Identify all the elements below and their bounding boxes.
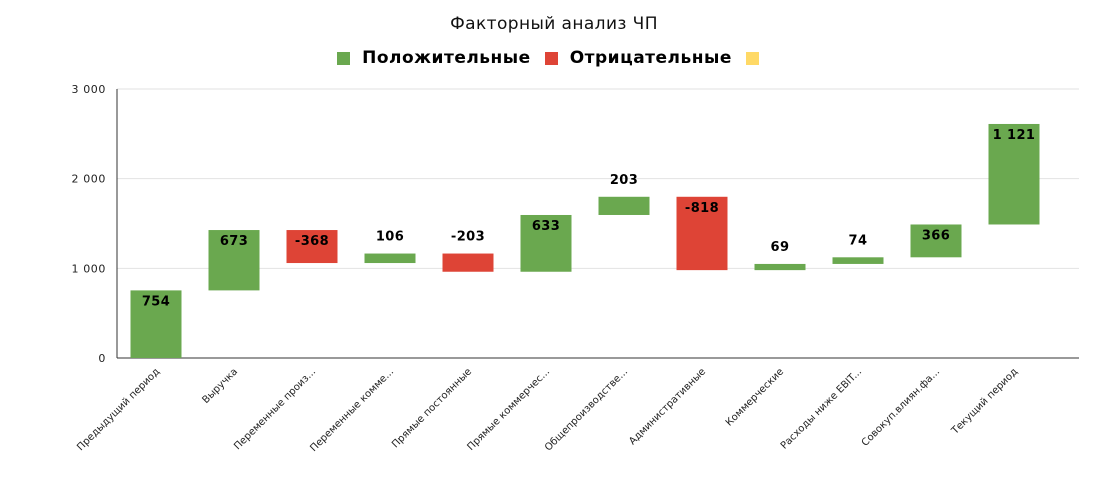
y-tick-label: 0 — [98, 352, 106, 365]
x-category-label: Предыдущий период — [75, 366, 162, 453]
legend-item-total[interactable] — [745, 51, 771, 65]
x-category-label: Переменные комме... — [308, 366, 396, 454]
x-category-label: Расходы ниже EBIT... — [779, 366, 864, 451]
waterfall-bar — [598, 196, 650, 215]
data-label: 754 — [142, 294, 170, 309]
data-label: -818 — [685, 201, 719, 216]
waterfall-bar — [910, 224, 962, 258]
x-category-label: Административные — [627, 366, 708, 447]
y-tick-label: 1 000 — [72, 262, 107, 275]
legend-swatch-total — [745, 51, 759, 65]
data-label: -203 — [451, 230, 485, 245]
x-category-label: Переменные произ... — [232, 366, 318, 452]
y-tick-label: 2 000 — [72, 173, 107, 186]
legend-label-negative: Отрицательные — [569, 48, 732, 68]
data-label: 106 — [376, 230, 404, 245]
legend-item-positive[interactable]: Положительные — [337, 48, 531, 68]
waterfall-bar — [130, 290, 182, 358]
waterfall-bar — [208, 230, 260, 291]
data-label: 203 — [610, 173, 638, 188]
waterfall-bar — [286, 230, 338, 264]
data-label: -368 — [295, 234, 329, 249]
legend-item-negative[interactable]: Отрицательные — [544, 48, 732, 68]
x-category-label: Выручка — [200, 366, 240, 406]
waterfall-bar — [364, 253, 416, 264]
x-category-label: Прямые коммерчес... — [466, 366, 553, 453]
legend-label-positive: Положительные — [362, 48, 531, 68]
data-label: 673 — [220, 234, 248, 249]
y-tick-label: 3 000 — [72, 83, 107, 96]
x-category-label: Общепроизводстве... — [543, 366, 630, 453]
x-category-label: Коммерческие — [724, 366, 786, 428]
chart-legend: Положительные Отрицательные — [0, 48, 1108, 68]
x-category-label: Текущий период — [949, 366, 1020, 437]
waterfall-bar — [676, 196, 728, 271]
data-label: 74 — [849, 233, 868, 248]
chart-title: Факторный анализ ЧП — [450, 14, 658, 34]
data-label: 69 — [771, 240, 790, 255]
waterfall-bar — [832, 257, 884, 264]
legend-swatch-negative — [544, 51, 558, 65]
data-label: 1 121 — [993, 128, 1036, 143]
data-label: 633 — [532, 219, 560, 234]
waterfall-bar — [442, 253, 494, 272]
x-category-label: Прямые постоянные — [390, 366, 474, 450]
waterfall-bar — [754, 263, 806, 271]
data-label: 366 — [922, 228, 950, 243]
waterfall-bar — [520, 214, 572, 272]
waterfall-bar — [988, 123, 1040, 225]
legend-swatch-positive — [337, 51, 351, 65]
x-category-label: Совокуп.влиян.фа... — [860, 366, 942, 448]
